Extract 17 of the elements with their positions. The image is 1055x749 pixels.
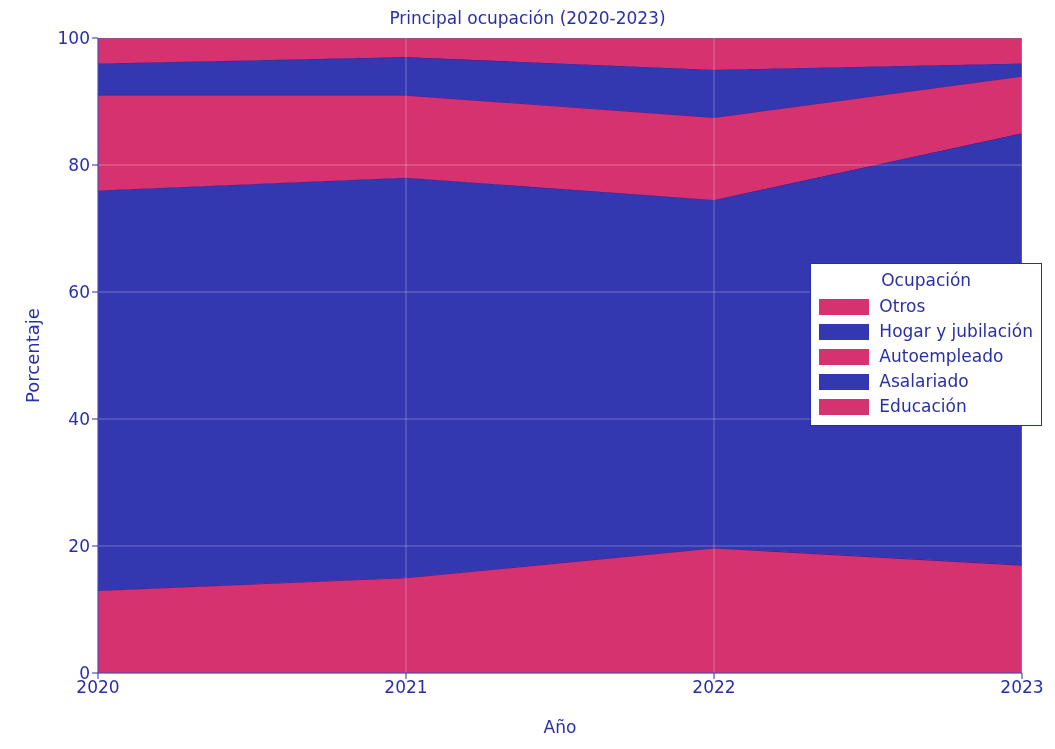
- y-tick-label: 40: [68, 409, 90, 430]
- x-tick-label: 2023: [1000, 677, 1044, 698]
- y-axis-title: Porcentaje: [22, 308, 44, 403]
- legend-label: Otros: [879, 295, 926, 318]
- legend-label: Educación: [879, 395, 967, 418]
- legend-label: Autoempleado: [879, 345, 1004, 368]
- chart-title: Principal ocupación (2020-2023): [388, 8, 667, 28]
- x-tick-label: 2022: [692, 677, 736, 698]
- legend-label: Hogar y jubilación: [879, 320, 1033, 343]
- y-tick-label: 60: [68, 282, 90, 303]
- x-tick-label: 2021: [384, 677, 428, 698]
- legend-label: Asalariado: [879, 370, 969, 393]
- y-tick-label: 100: [57, 28, 90, 49]
- x-axis-title: Año: [543, 717, 577, 737]
- legend-title: Ocupación: [880, 270, 973, 290]
- y-tick-label: 80: [68, 155, 90, 176]
- y-tick-label: 20: [68, 536, 90, 557]
